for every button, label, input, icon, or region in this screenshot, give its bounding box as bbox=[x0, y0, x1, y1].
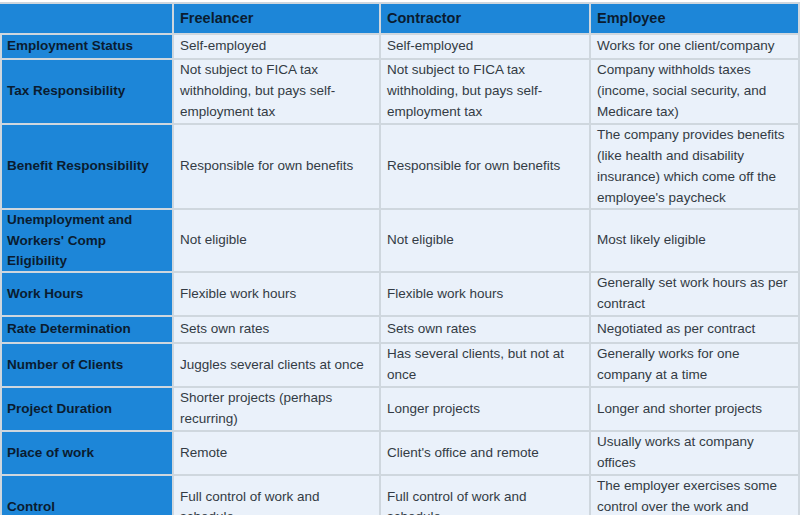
cell-employee: The company provides benefits (like heal… bbox=[590, 124, 799, 210]
cell-freelancer: Remote bbox=[173, 431, 380, 475]
cell-contractor: Flexible work hours bbox=[380, 272, 590, 316]
row-header: Control bbox=[1, 475, 173, 515]
header-row: Freelancer Contractor Employee bbox=[1, 3, 799, 34]
row-header: Number of Clients bbox=[1, 343, 173, 387]
cell-freelancer: Self-employed bbox=[173, 34, 380, 59]
cell-contractor: Longer projects bbox=[380, 387, 590, 431]
cell-contractor: Has several clients, but not at once bbox=[380, 343, 590, 387]
row-header: Employment Status bbox=[1, 34, 173, 59]
cell-employee: Usually works at company offices bbox=[590, 431, 799, 475]
cell-freelancer: Responsible for own benefits bbox=[173, 124, 380, 210]
row-header: Place of work bbox=[1, 431, 173, 475]
cell-freelancer: Sets own rates bbox=[173, 316, 380, 343]
comparison-table-page: Freelancer Contractor Employee Employmen… bbox=[0, 0, 800, 515]
cell-employee: Longer and shorter projects bbox=[590, 387, 799, 431]
column-header-contractor: Contractor bbox=[380, 3, 590, 34]
cell-freelancer: Not eligible bbox=[173, 209, 380, 272]
table-row-unemployment-workers-comp: Unemployment and Workers' Comp Eligibili… bbox=[1, 209, 799, 272]
table-row-work-hours: Work Hours Flexible work hours Flexible … bbox=[1, 272, 799, 316]
cell-employee: Negotiated as per contract bbox=[590, 316, 799, 343]
cell-contractor: Not eligible bbox=[380, 209, 590, 272]
cell-freelancer: Flexible work hours bbox=[173, 272, 380, 316]
row-header: Tax Responsibility bbox=[1, 59, 173, 124]
row-header: Project Duration bbox=[1, 387, 173, 431]
table-row-control: Control Full control of work and schedul… bbox=[1, 475, 799, 515]
row-header: Unemployment and Workers' Comp Eligibili… bbox=[1, 209, 173, 272]
cell-contractor: Client's office and remote bbox=[380, 431, 590, 475]
cell-contractor: Not subject to FICA tax withholding, but… bbox=[380, 59, 590, 124]
row-header: Rate Determination bbox=[1, 316, 173, 343]
cell-employee: Works for one client/company bbox=[590, 34, 799, 59]
cell-contractor: Sets own rates bbox=[380, 316, 590, 343]
cell-contractor: Self-employed bbox=[380, 34, 590, 59]
table-row-project-duration: Project Duration Shorter projects (perha… bbox=[1, 387, 799, 431]
corner-cell bbox=[1, 3, 173, 34]
table-row-employment-status: Employment Status Self-employed Self-emp… bbox=[1, 34, 799, 59]
cell-employee: Company withholds taxes (income, social … bbox=[590, 59, 799, 124]
table-row-number-of-clients: Number of Clients Juggles several client… bbox=[1, 343, 799, 387]
column-header-employee: Employee bbox=[590, 3, 799, 34]
cell-freelancer: Shorter projects (perhaps recurring) bbox=[173, 387, 380, 431]
cell-employee: The employer exercises some control over… bbox=[590, 475, 799, 515]
column-header-freelancer: Freelancer bbox=[173, 3, 380, 34]
cell-employee: Generally set work hours as per contract bbox=[590, 272, 799, 316]
cell-freelancer: Full control of work and schedule bbox=[173, 475, 380, 515]
cell-contractor: Full control of work and schedule bbox=[380, 475, 590, 515]
cell-employee: Most likely eligible bbox=[590, 209, 799, 272]
table-row-benefit-responsibility: Benefit Responsibility Responsible for o… bbox=[1, 124, 799, 210]
cell-freelancer: Not subject to FICA tax withholding, but… bbox=[173, 59, 380, 124]
table-row-tax-responsibility: Tax Responsibility Not subject to FICA t… bbox=[1, 59, 799, 124]
cell-contractor: Responsible for own benefits bbox=[380, 124, 590, 210]
row-header: Benefit Responsibility bbox=[1, 124, 173, 210]
table-row-place-of-work: Place of work Remote Client's office and… bbox=[1, 431, 799, 475]
table-row-rate-determination: Rate Determination Sets own rates Sets o… bbox=[1, 316, 799, 343]
row-header: Work Hours bbox=[1, 272, 173, 316]
comparison-table: Freelancer Contractor Employee Employmen… bbox=[0, 2, 800, 515]
cell-freelancer: Juggles several clients at once bbox=[173, 343, 380, 387]
cell-employee: Generally works for one company at a tim… bbox=[590, 343, 799, 387]
